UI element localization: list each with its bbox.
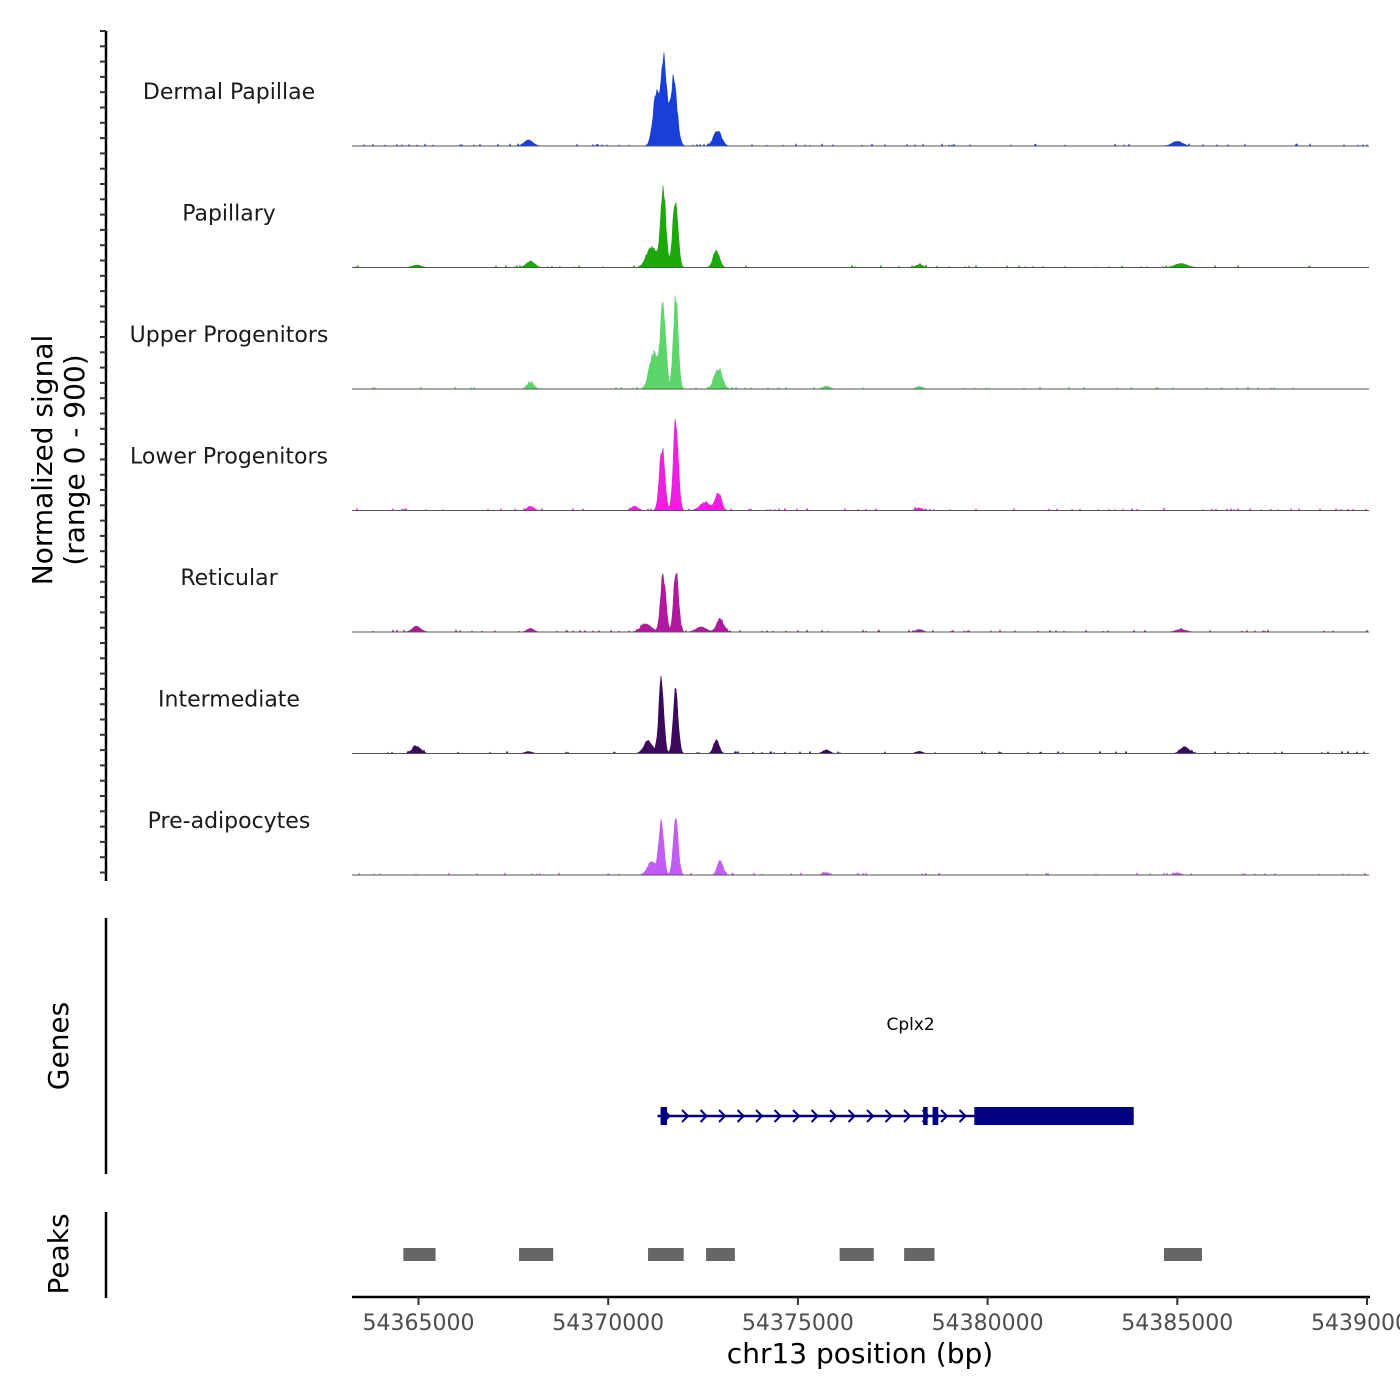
strand-arrow	[903, 1109, 912, 1123]
strand-arrow	[736, 1109, 745, 1123]
coverage-track: Upper Progenitors	[130, 296, 1369, 390]
peak-region	[839, 1248, 874, 1261]
gene-name: Cplx2	[886, 1015, 934, 1035]
peak-region	[648, 1248, 684, 1261]
coverage-track: Lower Progenitors	[130, 419, 1369, 512]
strand-arrow	[681, 1109, 690, 1123]
strand-arrow	[718, 1109, 727, 1123]
y-axis-label-line2: (range 0 - 900)	[58, 354, 91, 565]
gene-models: Cplx2	[657, 1015, 1134, 1125]
coverage-area	[352, 817, 1369, 876]
coverage-track: Pre-adipocytes	[148, 809, 1369, 876]
x-tick-label: 54390000	[1311, 1311, 1400, 1336]
track-label: Papillary	[182, 202, 276, 227]
coverage-area	[352, 419, 1369, 512]
track-label: Intermediate	[158, 688, 300, 713]
strand-arrow	[884, 1109, 893, 1123]
gene-exon	[660, 1107, 668, 1125]
peak-region	[904, 1248, 935, 1261]
strand-arrow	[755, 1109, 764, 1123]
peak-region	[706, 1248, 735, 1261]
strand-arrow	[773, 1109, 782, 1123]
gene-exon	[923, 1107, 928, 1125]
peak-regions	[403, 1248, 1202, 1261]
strand-arrow	[810, 1109, 819, 1123]
genes-panel-label: Genes	[42, 1002, 75, 1090]
track-label: Reticular	[180, 566, 278, 591]
x-tick-label: 54365000	[363, 1311, 475, 1336]
strand-arrow	[699, 1109, 708, 1123]
y-axis-label: Normalized signal (range 0 - 900)	[26, 335, 91, 586]
x-tick-label: 54375000	[742, 1311, 854, 1336]
gene-exon	[974, 1107, 1134, 1125]
coverage-area	[352, 185, 1369, 269]
strand-arrow	[829, 1109, 838, 1123]
peak-region	[403, 1248, 436, 1261]
strand-arrow	[940, 1109, 949, 1123]
strand-arrow	[792, 1109, 801, 1123]
signal-axis-ticks	[100, 30, 106, 874]
coverage-area	[352, 52, 1369, 147]
coverage-tracks: Dermal Papillae Papillary Upper Progenitor…	[130, 52, 1369, 876]
gene-model: Cplx2	[657, 1015, 1134, 1125]
peak-region	[1164, 1248, 1202, 1261]
coverage-track: Intermediate	[158, 675, 1369, 755]
track-label: Dermal Papillae	[143, 80, 315, 105]
coverage-track: Dermal Papillae	[143, 52, 1369, 147]
strand-arrow	[847, 1109, 856, 1123]
peak-region	[519, 1248, 554, 1261]
x-tick-label: 54370000	[552, 1311, 664, 1336]
gene-exon	[932, 1107, 939, 1125]
x-tick-label: 54385000	[1121, 1311, 1233, 1336]
strand-arrow	[958, 1109, 967, 1123]
coverage-area	[352, 675, 1369, 755]
coverage-area	[352, 296, 1369, 390]
coverage-track: Reticular	[180, 566, 1369, 633]
y-axis-label-line1: Normalized signal	[26, 335, 59, 586]
x-axis-label: chr13 position (bp)	[727, 1337, 993, 1370]
coverage-area	[352, 572, 1369, 633]
coverage-track: Papillary	[182, 185, 1369, 269]
x-axis-ticks: 54365000 54370000 54375000 54380000 54385000…	[363, 1297, 1400, 1336]
track-label: Pre-adipocytes	[148, 809, 311, 834]
track-label: Lower Progenitors	[130, 445, 328, 470]
x-tick-label: 54380000	[932, 1311, 1044, 1336]
track-label: Upper Progenitors	[130, 323, 329, 348]
peaks-panel-label: Peaks	[42, 1213, 75, 1294]
strand-arrow	[866, 1109, 875, 1123]
